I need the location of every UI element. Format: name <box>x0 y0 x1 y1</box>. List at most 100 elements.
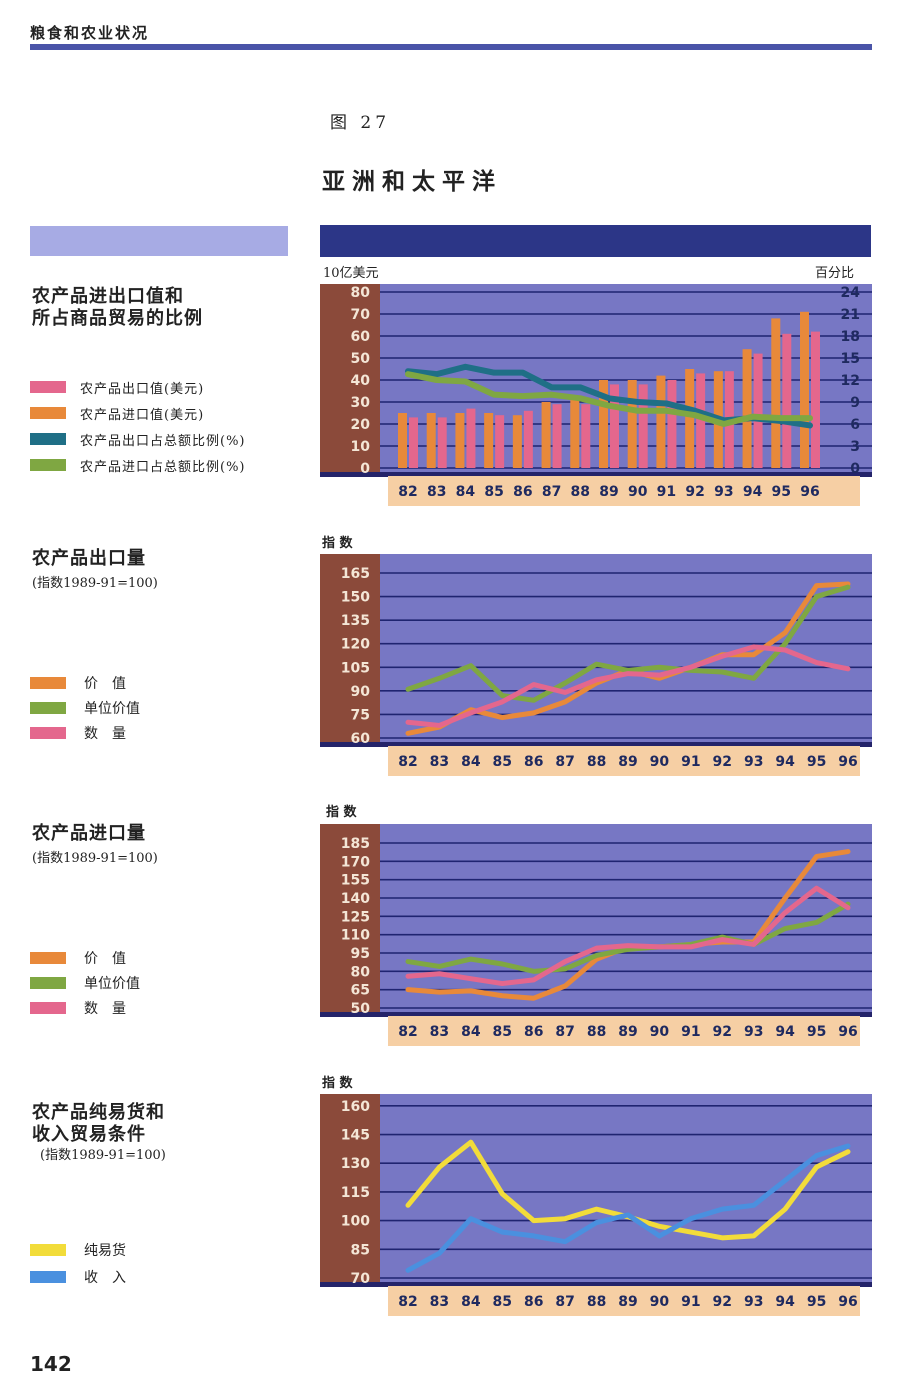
y-tick-label: 135 <box>341 613 370 629</box>
bar <box>523 410 533 468</box>
legend-swatch <box>30 433 66 445</box>
bar <box>552 404 562 468</box>
series-line <box>405 901 851 974</box>
x-tick-label: 90 <box>650 1294 670 1310</box>
legend-label: 农产品出口占总额比例(%) <box>80 433 246 449</box>
legend-label: 价 值 <box>84 675 126 692</box>
x-tick-label: 91 <box>681 754 700 770</box>
y-tick-label: 165 <box>341 566 370 582</box>
legend-swatch <box>30 407 66 419</box>
legend-swatch <box>30 1243 66 1256</box>
legend-swatch <box>30 1270 66 1283</box>
y-tick-label: 80 <box>351 285 371 301</box>
legend-label: 纯易货 <box>84 1242 126 1259</box>
x-tick-label: 96 <box>838 1294 857 1310</box>
y2-tick-label: 15 <box>841 351 860 367</box>
x-tick-label: 89 <box>618 1294 637 1310</box>
x-tick-label: 87 <box>542 484 561 500</box>
legend-label: 价 值 <box>84 950 126 967</box>
legend-swatch <box>30 459 66 471</box>
y-tick-label: 155 <box>341 873 370 889</box>
x-tick-label: 93 <box>744 754 763 770</box>
x-tick-label: 95 <box>807 1294 826 1310</box>
baseline-bar <box>320 742 872 747</box>
legend-item: 单位价值 <box>30 970 140 995</box>
y-tick-label: 160 <box>341 1099 370 1115</box>
exports-legend: 价 值 单位价值 数 量 <box>30 670 140 745</box>
axis-panel <box>320 824 380 1016</box>
imports-axis-label: 指 数 <box>326 805 357 820</box>
x-tick-label: 93 <box>714 484 733 500</box>
x-axis-strip <box>388 1016 860 1046</box>
legend-label: 数 量 <box>84 1000 126 1017</box>
bar <box>656 375 666 468</box>
x-axis-strip <box>388 746 860 776</box>
x-tick-label: 95 <box>807 1024 826 1040</box>
y-tick-label: 60 <box>351 731 371 747</box>
x-tick-label: 84 <box>461 1294 481 1310</box>
x-tick-label: 94 <box>775 754 795 770</box>
trade-title: 农产品进出口值和 所占商品贸易的比例 <box>32 286 203 329</box>
x-tick-label: 82 <box>398 1294 417 1310</box>
y-tick-label: 115 <box>341 1185 370 1201</box>
imports-subtitle: (指数1989-91=100) <box>32 851 158 866</box>
legend-swatch <box>30 701 66 714</box>
x-tick-label: 83 <box>430 1294 449 1310</box>
y-tick-label: 145 <box>341 1128 370 1144</box>
x-tick-label: 91 <box>657 484 676 500</box>
legend-item: 农产品出口占总额比例(%) <box>30 426 246 452</box>
terms-subtitle: (指数1989-91=100) <box>40 1148 166 1163</box>
legend-item: 单位价值 <box>30 695 140 720</box>
x-tick-label: 87 <box>555 1024 574 1040</box>
x-tick-label: 88 <box>571 484 590 500</box>
terms-chart: 70 85 100 115 130 145 160 82 83 84 85 86 87 88 89 90 91 9… <box>320 1094 872 1316</box>
y-tick-label: 60 <box>351 329 371 345</box>
x-tick-label: 83 <box>427 484 446 500</box>
bar <box>484 413 494 468</box>
y-tick-label: 140 <box>341 891 370 907</box>
page-number: 142 <box>30 1352 72 1376</box>
terms-axis-label: 指 数 <box>322 1076 353 1091</box>
legend-item: 农产品进口占总额比例(%) <box>30 452 246 478</box>
bar <box>667 380 677 468</box>
bar <box>398 413 407 468</box>
axis-panel <box>320 284 380 476</box>
legend-item: 农产品出口值(美元) <box>30 374 246 400</box>
y-tick-label: 85 <box>351 1242 370 1258</box>
y-tick-label: 125 <box>341 909 370 925</box>
trade-legend: 农产品出口值(美元) 农产品进口值(美元) 农产品出口占总额比例(%) 农产品进… <box>30 374 246 478</box>
y-tick-label: 70 <box>351 1271 371 1287</box>
x-tick-label: 84 <box>461 754 481 770</box>
x-tick-label: 95 <box>772 484 791 500</box>
exports-axis-label: 指 数 <box>322 536 353 551</box>
x-tick-label: 92 <box>713 1294 732 1310</box>
exports-chart: 60 75 90 105 120 135 150 165 82 83 84 85 86 87 88 89 90 9… <box>320 554 872 776</box>
y2-tick-label: 6 <box>850 417 860 433</box>
y-tick-label: 40 <box>351 373 371 389</box>
terms-title: 农产品纯易货和 收入贸易条件 <box>32 1102 165 1145</box>
baseline-bar <box>320 1012 872 1017</box>
x-tick-label: 87 <box>555 1294 574 1310</box>
legend-item: 纯易货 <box>30 1236 126 1263</box>
x-tick-label: 94 <box>743 484 763 500</box>
x-tick-label: 85 <box>493 754 512 770</box>
bar <box>782 333 792 468</box>
y-tick-label: 150 <box>341 590 370 606</box>
legend-label: 单位价值 <box>84 700 140 717</box>
baseline-bar <box>320 1282 872 1287</box>
y2-tick-label: 3 <box>850 439 860 455</box>
imports-legend: 价 值 单位价值 数 量 <box>30 945 140 1020</box>
x-tick-label: 85 <box>493 1294 512 1310</box>
series-line <box>405 1143 851 1273</box>
series-line <box>405 584 851 703</box>
legend-swatch <box>30 676 66 689</box>
x-tick-label: 84 <box>461 1024 481 1040</box>
legend-label: 农产品进口值(美元) <box>80 407 205 423</box>
bar <box>570 399 580 468</box>
legend-item: 数 量 <box>30 995 140 1020</box>
figure-number: 图 27 <box>330 113 391 133</box>
imports-chart: 50 65 80 95 110 125 140 155 170 185 82 83 84 85 86 87 88… <box>320 824 872 1046</box>
x-axis-strip <box>388 1286 860 1316</box>
y-tick-label: 110 <box>341 928 370 944</box>
